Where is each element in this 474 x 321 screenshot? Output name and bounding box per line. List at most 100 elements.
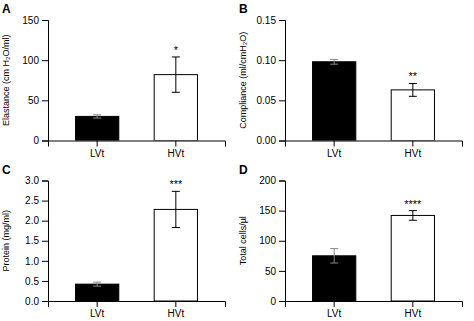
- tick-mark: [42, 241, 48, 242]
- y-tick: 1.0: [25, 256, 48, 267]
- marks: [76, 191, 198, 301]
- y-tick: 100: [22, 55, 48, 66]
- error-bar: [172, 57, 180, 92]
- panel-label: A: [2, 2, 11, 16]
- error-bar-line: [409, 83, 417, 84]
- marks: [313, 211, 435, 301]
- tick-label: 0.05: [257, 95, 277, 106]
- axis-line: [279, 21, 286, 142]
- bar: [76, 116, 119, 140]
- tick-mark: [42, 60, 48, 61]
- y-label: Compliance (ml/cmH₂O): [238, 32, 248, 129]
- panel-label: B: [239, 2, 248, 16]
- tick-label: 0.15: [257, 15, 277, 26]
- tick-label: 100: [259, 235, 276, 246]
- tick-mark: [97, 141, 98, 147]
- y-tick: 0.00: [257, 135, 285, 146]
- tick-label: LVt: [90, 308, 104, 319]
- y-tick: 200: [259, 175, 285, 186]
- tick-label: HVt: [404, 308, 421, 319]
- error-bar-line: [330, 248, 338, 249]
- panel: 0.000.050.100.15LVtHVt**Compliance (ml/c…: [238, 2, 463, 159]
- error-bar: [409, 83, 417, 96]
- tick-label: 1.5: [25, 235, 39, 246]
- error-bar-line: [172, 227, 180, 228]
- tick-label: 0.00: [257, 135, 277, 146]
- x-tick: LVt: [90, 141, 104, 159]
- error-bar-line: [172, 56, 180, 57]
- tick-mark: [42, 221, 48, 222]
- error-bar-line: [330, 263, 338, 264]
- bar: [391, 215, 434, 301]
- tick-mark: [412, 141, 413, 147]
- y-tick: 150: [22, 15, 48, 26]
- error-bar-line: [93, 286, 101, 287]
- axis-line: [49, 302, 226, 308]
- tick-mark: [42, 261, 48, 262]
- y-label: Total cells/µl: [238, 216, 248, 265]
- tick-mark: [42, 281, 48, 282]
- tick-label: 0: [33, 135, 39, 146]
- y-label: Protein (mg/ml): [1, 210, 11, 272]
- panel-label: D: [239, 163, 248, 177]
- tick-label: 0.10: [257, 55, 277, 66]
- tick-mark: [279, 241, 285, 242]
- tick-mark: [42, 181, 48, 182]
- error-bar-line: [175, 57, 176, 92]
- bar: [313, 62, 356, 141]
- x-tick: HVt: [167, 141, 184, 159]
- tick-label: HVt: [167, 148, 184, 159]
- tick-mark: [42, 100, 48, 101]
- tick-label: 0.0: [25, 296, 39, 307]
- error-bar-line: [412, 211, 413, 221]
- marks: [313, 59, 435, 140]
- tick-label: 3.0: [25, 175, 39, 186]
- tick-mark: [334, 141, 335, 147]
- error-bar: [172, 191, 180, 227]
- axis-line: [286, 302, 463, 308]
- tick-label: 200: [259, 175, 276, 186]
- tick-mark: [279, 211, 285, 212]
- tick-mark: [279, 60, 285, 61]
- bar: [313, 256, 356, 301]
- tick-mark: [42, 20, 48, 21]
- y-tick: 50: [265, 266, 285, 277]
- x-axis: LVt HVt: [49, 301, 226, 319]
- x-tick: HVt: [404, 301, 421, 319]
- error-bar-line: [409, 96, 417, 97]
- x-tick: HVt: [167, 301, 184, 319]
- tick-label: 150: [22, 15, 39, 26]
- tick-label: HVt: [404, 148, 421, 159]
- y-axis: 0.00.51.01.52.02.53.0: [25, 175, 48, 307]
- x-axis: LVt HVt: [49, 141, 226, 159]
- error-bar-line: [330, 64, 338, 65]
- error-bar-line: [93, 118, 101, 119]
- significance: *: [174, 44, 179, 56]
- y-tick: 0: [33, 135, 48, 146]
- error-bar-line: [93, 282, 101, 283]
- figure: 050100150LVtHVt*Elastance (cm H₂O/ml)A0.…: [0, 0, 474, 321]
- axis-line: [42, 181, 49, 302]
- x-tick: HVt: [404, 141, 421, 159]
- axis-line: [49, 141, 226, 147]
- y-tick: 0: [270, 296, 285, 307]
- panel: 0.00.51.01.52.02.53.0LVtHVt***Protein (m…: [1, 163, 226, 320]
- y-tick: 0.5: [25, 276, 48, 287]
- error-bar: [409, 211, 417, 221]
- tick-label: HVt: [167, 308, 184, 319]
- tick-label: LVt: [90, 148, 104, 159]
- panel: 050100150LVtHVt*Elastance (cm H₂O/ml)A: [1, 2, 226, 159]
- error-bar-line: [330, 59, 338, 60]
- significance: ***: [169, 178, 183, 190]
- error-bar-line: [175, 191, 176, 227]
- y-tick: 3.0: [25, 175, 48, 186]
- bar: [76, 284, 119, 301]
- axis-line: [286, 141, 463, 147]
- error-bar-line: [93, 114, 101, 115]
- error-bar-line: [409, 220, 417, 221]
- axis-line: [279, 181, 286, 302]
- tick-mark: [279, 100, 285, 101]
- tick-label: 1.0: [25, 256, 39, 267]
- error-bar-line: [409, 210, 417, 211]
- y-axis: 0.00 0.05 0.10 0.15: [257, 15, 286, 147]
